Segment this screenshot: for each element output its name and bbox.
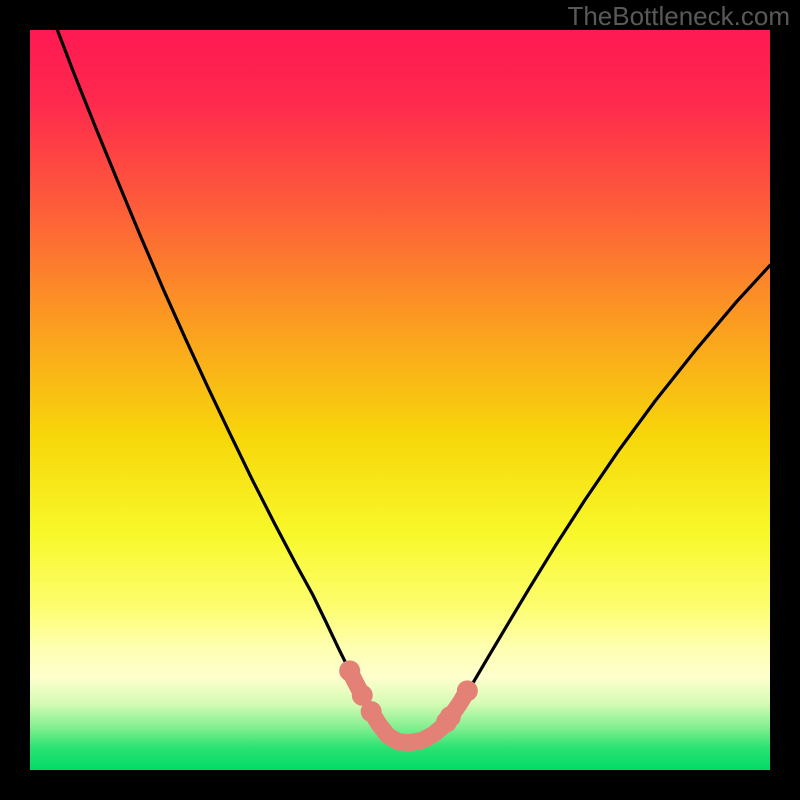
- optimal-range-cap: [361, 701, 382, 722]
- bottleneck-chart: [0, 0, 800, 800]
- optimal-range-cap: [457, 680, 478, 701]
- optimal-range-cap: [339, 660, 360, 681]
- optimal-range-cap: [440, 706, 461, 727]
- watermark-text: TheBottleneck.com: [567, 3, 790, 29]
- chart-container: TheBottleneck.com: [0, 0, 800, 800]
- gradient-background: [30, 30, 770, 770]
